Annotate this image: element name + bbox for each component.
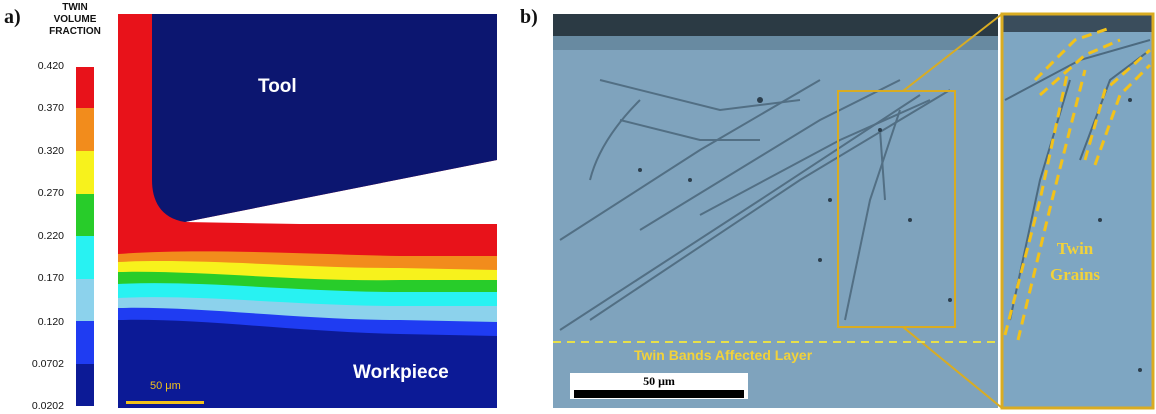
legend-tick: 0.120	[37, 316, 64, 328]
spot	[908, 218, 912, 222]
legend-tick: 0.320	[37, 145, 64, 157]
colorbar-segment	[76, 321, 94, 364]
colorbar-segment	[76, 279, 94, 321]
twin-grain-outline	[1003, 69, 1070, 336]
spot	[818, 258, 822, 262]
legend-title: TWIN VOLUME FRACTION	[40, 2, 110, 38]
clearance-gap	[185, 160, 497, 224]
panel-b-label: b)	[520, 6, 538, 28]
affected-layer-label: Twin Bands Affected Layer	[634, 347, 813, 363]
legend-title-line-3: FRACTION	[49, 26, 101, 37]
legend-title-line-1: TWIN	[62, 2, 88, 13]
twin-band-line	[699, 99, 931, 216]
tool-region	[152, 14, 497, 222]
micrograph-top-edge	[553, 14, 998, 36]
twin-grain-outline	[1033, 26, 1111, 82]
scale-bar-a	[126, 401, 204, 404]
spot	[757, 97, 763, 103]
twin-band-line	[559, 94, 921, 331]
panel-a-label: a)	[4, 6, 21, 28]
tool-label: Tool	[258, 76, 297, 97]
legend-tick: 0.0702	[31, 358, 64, 370]
twin-grain-outline	[1083, 48, 1151, 161]
inset-top-edge	[1002, 14, 1153, 32]
inset-background	[1002, 14, 1153, 408]
twin-grains-label: Twin Grains	[1040, 236, 1110, 288]
legend-tick: 0.220	[37, 230, 64, 242]
spot	[1128, 98, 1132, 102]
spot	[638, 168, 642, 172]
inset-border	[1000, 12, 1155, 410]
spot	[688, 178, 692, 182]
scale-bar-label-b: 50 μm	[643, 374, 675, 388]
spot	[1098, 218, 1102, 222]
twin-band-line	[599, 79, 801, 112]
scale-bar-b	[574, 390, 744, 398]
colorbar-segment	[76, 194, 94, 236]
zoom-connector-line	[902, 13, 1003, 92]
legend-title-line-2: VOLUME	[53, 14, 97, 25]
twin-band-line	[639, 79, 901, 231]
twin-grain-outline	[1039, 38, 1121, 97]
spot	[828, 198, 832, 202]
twin-band-line	[589, 89, 951, 321]
scale-bar-label-a: 50 μm	[150, 380, 181, 392]
colorbar-segment	[76, 236, 94, 279]
twin-grains-line-1: Twin	[1056, 239, 1094, 258]
legend-tick: 0.370	[37, 102, 64, 114]
zoom-connector-line	[902, 326, 1003, 409]
twin-band-line	[879, 129, 886, 201]
twin-grain-outline	[1093, 63, 1152, 166]
twin-band-line	[589, 99, 641, 181]
spot	[878, 128, 882, 132]
legend-tick: 0.420	[37, 60, 64, 72]
legend-tick: 0.270	[37, 187, 64, 199]
colorbar	[76, 67, 94, 406]
twin-band-line	[619, 119, 760, 141]
colorbar-segment	[76, 364, 94, 406]
colorbar-segment	[76, 67, 94, 108]
colorbar-segment	[76, 151, 94, 194]
colorbar-segment	[76, 108, 94, 151]
twin-grains-line-2: Grains	[1049, 265, 1101, 284]
legend-tick: 0.170	[37, 272, 64, 284]
workpiece-label: Workpiece	[353, 362, 449, 383]
twin-grain-outline	[1016, 69, 1087, 341]
selection-box	[837, 90, 956, 328]
twin-band-line	[844, 109, 901, 321]
micrograph-top-fade	[553, 36, 998, 50]
spot	[948, 298, 952, 302]
spot	[1138, 368, 1142, 372]
legend-tick: 0.0202	[31, 400, 64, 412]
